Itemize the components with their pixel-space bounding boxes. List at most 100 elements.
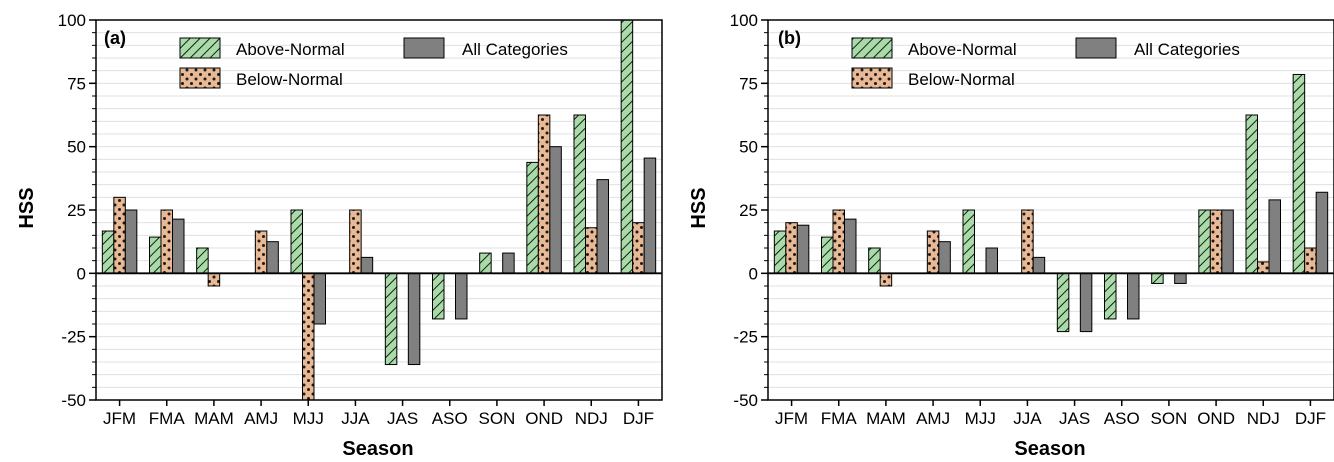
y-tick-label: 25 — [67, 201, 86, 220]
bar-all-categories — [502, 252, 515, 274]
bar-below-normal — [785, 222, 798, 274]
legend-swatch-above — [851, 37, 893, 59]
x-tick-label: JFM — [775, 409, 808, 428]
bar-all-categories — [1268, 199, 1281, 274]
bars — [773, 73, 1329, 333]
bar-all-categories — [1174, 272, 1187, 284]
x-tick-label: AMJ — [244, 409, 278, 428]
y-tick-label: 100 — [730, 11, 758, 30]
bar-below-normal — [302, 272, 315, 401]
chart-panel-b: -50 -25 0 25 50 75 100 JFM FMA MAM AMJ MJJ JJA JAS ASO… — [688, 11, 1334, 460]
x-tick-label: FMA — [149, 409, 186, 428]
bar-all-categories — [360, 256, 374, 274]
legend-swatch-below — [179, 67, 221, 89]
legend-swatch-below — [851, 67, 893, 89]
legend-label-all: All Categories — [1134, 40, 1240, 59]
bar-below-normal — [1209, 209, 1223, 274]
bar-below-normal — [1257, 261, 1270, 274]
bar-above-normal — [384, 272, 398, 366]
x-tick-label: JJA — [341, 409, 370, 428]
bar-above-normal — [196, 247, 209, 274]
x-tick-label: NDJ — [1247, 409, 1280, 428]
bar-below-normal — [585, 227, 598, 274]
bar-all-categories — [172, 218, 185, 274]
y-axis-title: HSS — [16, 187, 38, 228]
bar-above-normal — [573, 114, 586, 274]
x-tick-label: SON — [1150, 409, 1187, 428]
x-tick-label: ASO — [1104, 409, 1140, 428]
x-tick-label: OND — [1197, 409, 1235, 428]
bar-all-categories — [266, 241, 279, 274]
x-tick-label: ASO — [432, 409, 468, 428]
legend: Above-Normal Below-Normal All Categories — [179, 37, 568, 89]
y-tick-label: 100 — [58, 11, 86, 30]
bar-above-normal — [1151, 272, 1164, 284]
bar-all-categories — [1032, 256, 1046, 274]
y-tick-label: 50 — [739, 138, 758, 157]
y-tick-label: -25 — [61, 328, 86, 347]
bar-below-normal — [926, 230, 940, 274]
x-tick-label: MJJ — [965, 409, 996, 428]
x-tick-label: OND — [525, 409, 563, 428]
bar-above-normal — [1104, 272, 1117, 320]
x-tick-label: DJF — [623, 409, 654, 428]
legend-label-below: Below-Normal — [908, 70, 1015, 89]
x-tick-label: SON — [478, 409, 515, 428]
bar-all-categories — [455, 272, 468, 320]
bar-all-categories — [407, 272, 421, 366]
y-tick-label: -25 — [733, 328, 758, 347]
y-tick-label: 50 — [67, 138, 86, 157]
bar-below-normal — [160, 209, 173, 274]
bar-all-categories — [124, 209, 138, 274]
legend-label-all: All Categories — [462, 40, 568, 59]
bar-above-normal — [1198, 209, 1211, 274]
bar-below-normal — [1304, 247, 1317, 274]
x-tick-label: NDJ — [575, 409, 608, 428]
y-tick-label: -50 — [733, 391, 758, 410]
bar-all-categories — [985, 247, 998, 274]
bar-above-normal — [1056, 272, 1070, 333]
chart-panel-a: -50 -25 0 25 50 75 100 JFM FMA MAM AMJ MJJ JJA JAS ASO… — [16, 11, 663, 460]
y-axis-title: HSS — [688, 187, 710, 228]
x-tick-label: JAS — [387, 409, 418, 428]
bar-above-normal — [432, 272, 445, 320]
bar-all-categories — [313, 272, 326, 325]
bar-below-normal — [632, 222, 645, 274]
bar-all-categories — [643, 157, 657, 274]
bar-all-categories — [796, 224, 810, 274]
y-tick-label: 0 — [77, 264, 86, 283]
x-tick-label: MAM — [194, 409, 234, 428]
bar-all-categories — [938, 241, 951, 274]
bar-above-normal — [1245, 114, 1258, 274]
bar-above-normal — [149, 236, 162, 274]
y-tick-label: 75 — [67, 74, 86, 93]
x-axis-title: Season — [1014, 438, 1085, 460]
legend-swatch-all — [403, 37, 445, 59]
bar-below-normal — [879, 272, 893, 287]
bar-above-normal — [821, 236, 834, 274]
bar-above-normal — [290, 209, 303, 274]
x-tick-label: DJF — [1295, 409, 1326, 428]
legend-swatch-all — [1075, 37, 1117, 59]
legend-label-above: Above-Normal — [908, 40, 1017, 59]
y-tick-label: 0 — [749, 264, 758, 283]
bar-all-categories — [549, 146, 562, 274]
bars — [101, 19, 657, 401]
bar-above-normal — [479, 252, 492, 274]
panel-label: (a) — [104, 28, 126, 48]
x-tick-label: AMJ — [916, 409, 950, 428]
x-tick-label: JJA — [1013, 409, 1042, 428]
bar-below-normal — [349, 209, 362, 274]
x-axis-title: Season — [342, 438, 413, 460]
axes: -50 -25 0 25 50 75 100 JFM FMA MAM AMJ MJJ JJA JAS ASO… — [58, 11, 663, 428]
bar-below-normal — [207, 272, 221, 287]
x-tick-label: FMA — [821, 409, 858, 428]
axes: -50 -25 0 25 50 75 100 JFM FMA MAM AMJ MJJ JJA JAS ASO… — [730, 11, 1334, 428]
bar-all-categories — [1079, 272, 1093, 333]
bar-all-categories — [596, 179, 609, 274]
y-tick-label: 75 — [739, 74, 758, 93]
bar-below-normal — [113, 196, 126, 274]
y-tick-label: -50 — [61, 391, 86, 410]
y-tick-label: 25 — [739, 201, 758, 220]
